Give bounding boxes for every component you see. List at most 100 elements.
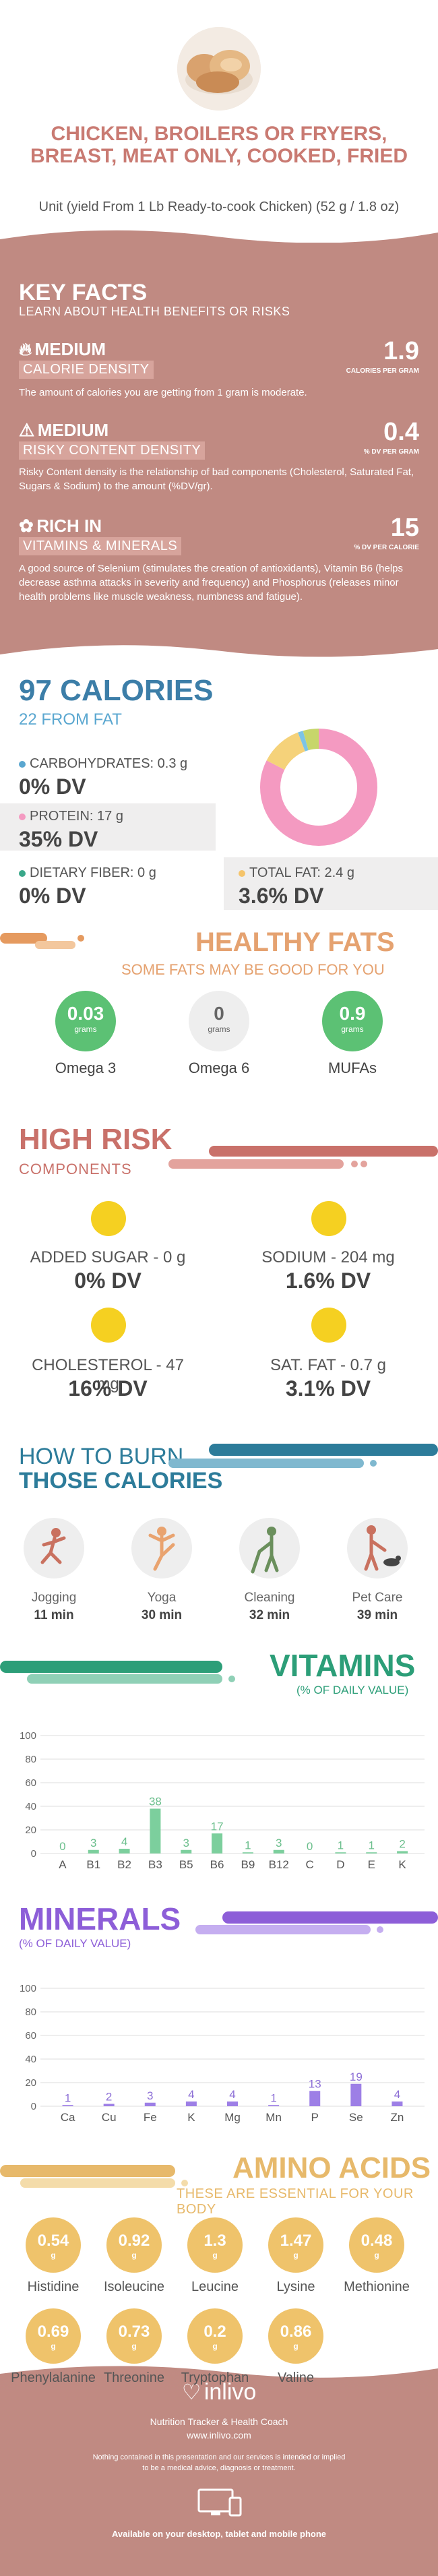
sat-fat-label: SAT. FAT - 0.7 g bbox=[241, 1356, 416, 1375]
omega6-value: 0 bbox=[189, 991, 249, 1024]
added-sugar-label: ADDED SUGAR - 0 g bbox=[20, 1248, 195, 1267]
vitamins-bar-chart: 0204060801000A3B14B238B33B517B61B93B120C… bbox=[0, 1725, 438, 1880]
vitamins-xtick-label: A bbox=[59, 1858, 67, 1871]
vitamins-ytick-label: 40 bbox=[25, 1801, 36, 1812]
vitamins-bar-b5 bbox=[181, 1850, 191, 1853]
vitamins-density-value: 15 bbox=[284, 514, 419, 543]
amino-unit: g bbox=[268, 2252, 323, 2258]
cleaning-icon bbox=[239, 1518, 300, 1578]
minerals-decoration bbox=[182, 1905, 438, 1945]
vitamins-ytick-label: 60 bbox=[25, 1777, 36, 1789]
minerals-xtick-label: Zn bbox=[391, 2111, 404, 2124]
amino-circle-methionine: 0.48 g bbox=[349, 2217, 404, 2273]
key-facts-title: KEY FACTS bbox=[19, 280, 147, 306]
amino-value: 1.3 bbox=[204, 2232, 226, 2250]
chicken-illustration bbox=[177, 27, 261, 111]
minerals-xtick-label: Mg bbox=[224, 2111, 241, 2124]
vitamins-xtick-label: B1 bbox=[86, 1858, 100, 1871]
amino-circle-phenylalanine: 0.69 g bbox=[26, 2308, 81, 2364]
vitamins-text: A good source of Selenium (stimulates th… bbox=[19, 561, 423, 604]
jogging-minutes: 11 min bbox=[10, 1608, 98, 1623]
sat-fat-dv: 3.1% DV bbox=[241, 1376, 416, 1401]
vitamins-value-label: 3 bbox=[183, 1837, 189, 1849]
fat-dot bbox=[239, 870, 245, 877]
minerals-xtick-label: Mn bbox=[265, 2111, 282, 2124]
vitamins-subtitle: (% OF DAILY VALUE) bbox=[296, 1684, 408, 1697]
amino-value: 0.69 bbox=[38, 2323, 69, 2341]
amino-circle-leucine: 1.3 g bbox=[187, 2217, 243, 2273]
vitamins-ytick-label: 20 bbox=[25, 1824, 36, 1836]
amino-value: 0.48 bbox=[361, 2232, 393, 2250]
vitamins-decoration bbox=[0, 1651, 263, 1692]
minerals-bar-cu bbox=[104, 2104, 115, 2107]
fiber-dv: 0% DV bbox=[19, 884, 156, 909]
warning-icon: ⚠︎ bbox=[19, 420, 34, 440]
calories-from-fat: 22 FROM FAT bbox=[19, 710, 122, 729]
jogging-label: Jogging bbox=[10, 1591, 98, 1605]
footer bbox=[0, 2379, 438, 2576]
yoga-label: Yoga bbox=[118, 1591, 206, 1605]
amino-acids-subtitle: THESE ARE ESSENTIAL FOR YOUR BODY bbox=[177, 2186, 438, 2217]
amino-value: 1.47 bbox=[280, 2232, 312, 2250]
minerals-value-label: 13 bbox=[309, 2077, 321, 2090]
amino-label-methionine: Methionine bbox=[330, 2279, 424, 2295]
amino-unit: g bbox=[106, 2252, 162, 2258]
vitamins-xtick-label: B5 bbox=[179, 1858, 193, 1871]
key-facts-subtitle: LEARN ABOUT HEALTH BENEFITS OR RISKS bbox=[19, 305, 290, 319]
mufa-value: 0.9 bbox=[322, 991, 383, 1024]
vitamins-xtick-label: C bbox=[305, 1858, 313, 1871]
minerals-ytick-label: 20 bbox=[25, 2077, 36, 2089]
vitamins-value-label: 38 bbox=[149, 1796, 162, 1808]
vitamins-bar-b6 bbox=[212, 1833, 222, 1853]
minerals-value-label: 1 bbox=[65, 2091, 71, 2104]
minerals-bar-ca bbox=[63, 2105, 73, 2106]
vitamins-xtick-label: B6 bbox=[210, 1858, 224, 1871]
sodium-dv: 1.6% DV bbox=[241, 1268, 416, 1293]
amino-label-threonine: Threonine bbox=[87, 2370, 181, 2386]
amino-label-histidine: Histidine bbox=[6, 2279, 100, 2295]
amino-unit: g bbox=[187, 2252, 243, 2258]
calorie-level: MEDIUM bbox=[35, 339, 106, 359]
amino-circle-tryptophan: 0.2 g bbox=[187, 2308, 243, 2364]
amino-label-phenylalanine: Phenylalanine bbox=[6, 2370, 100, 2386]
footer-url[interactable]: www.inlivo.com bbox=[0, 2430, 438, 2441]
footer-disclaimer-1: Nothing contained in this presentation a… bbox=[0, 2453, 438, 2461]
calories-title: 97 CALORIES bbox=[19, 674, 214, 708]
amino-circle-threonine: 0.73 g bbox=[106, 2308, 162, 2364]
amino-label-leucine: Leucine bbox=[168, 2279, 262, 2295]
risky-content-unit: % DV PER GRAM bbox=[284, 448, 419, 456]
high-risk-decoration bbox=[162, 1143, 438, 1177]
nutrient-protein: PROTEIN: 17 g 35% DV bbox=[19, 809, 123, 852]
mufa-unit: grams bbox=[322, 1024, 383, 1034]
added-sugar-dv: 0% DV bbox=[20, 1268, 195, 1293]
fat-label: TOTAL FAT: 2.4 g bbox=[249, 865, 354, 880]
vitamins-value-label: 1 bbox=[338, 1839, 344, 1851]
macro-donut-chart bbox=[256, 725, 381, 850]
nutrient-carbs: CARBOHYDRATES: 0.3 g 0% DV bbox=[19, 756, 187, 799]
cleaning-label: Cleaning bbox=[226, 1591, 313, 1605]
minerals-bar-fe bbox=[145, 2103, 156, 2106]
pet-care-label: Pet Care bbox=[334, 1591, 421, 1605]
fiber-dot bbox=[19, 870, 26, 877]
footer-disclaimer-2: to be a medical advice, diagnosis or tre… bbox=[0, 2464, 438, 2472]
serving-size: Unit (yield From 1 Lb Ready-to-cook Chic… bbox=[7, 200, 431, 215]
nutrient-fat: TOTAL FAT: 2.4 g 3.6% DV bbox=[239, 865, 354, 909]
vitamins-value-label: 3 bbox=[90, 1837, 96, 1849]
amino-label-tryptophan: Tryptophan bbox=[168, 2370, 262, 2386]
vitamins-value-label: 17 bbox=[211, 1820, 224, 1833]
amino-unit: g bbox=[268, 2343, 323, 2349]
minerals-value-label: 19 bbox=[350, 2071, 363, 2083]
footer-devices: Available on your desktop, tablet and mo… bbox=[0, 2529, 438, 2539]
vitamins-bar-b1 bbox=[88, 1850, 99, 1853]
minerals-xtick-label: Ca bbox=[61, 2111, 75, 2124]
amino-value: 0.73 bbox=[119, 2323, 150, 2341]
minerals-bar-mn bbox=[268, 2105, 279, 2106]
vitamins-value-label: 4 bbox=[121, 1835, 127, 1848]
burn-title-1: HOW TO BURN bbox=[19, 1444, 183, 1470]
minerals-ytick-label: 0 bbox=[31, 2101, 36, 2112]
amino-value: 0.2 bbox=[204, 2323, 226, 2341]
vitamins-xtick-label: B12 bbox=[269, 1858, 289, 1871]
high-risk-title: HIGH RISK bbox=[19, 1123, 172, 1157]
minerals-value-label: 1 bbox=[270, 2091, 276, 2104]
minerals-bar-se bbox=[350, 2084, 361, 2106]
